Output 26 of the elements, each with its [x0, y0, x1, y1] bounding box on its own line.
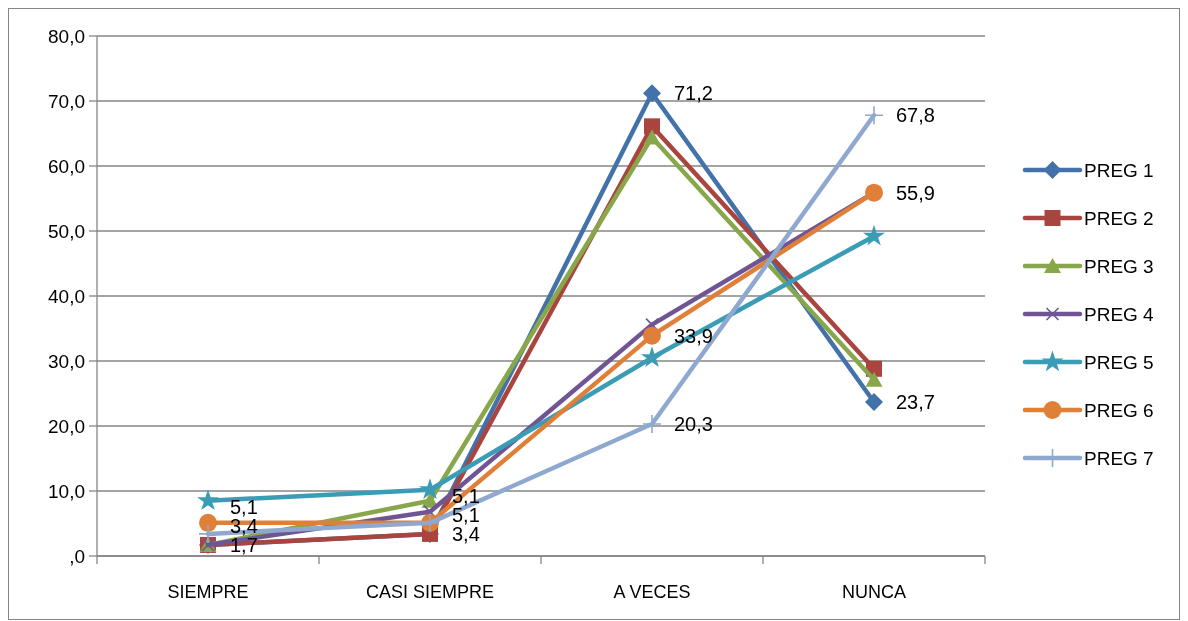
- y-tick-label: 20,0: [48, 415, 85, 437]
- x-tick-label: CASI SIEMPRE: [365, 582, 495, 602]
- y-tick-label: 70,0: [48, 90, 85, 112]
- legend-label: PREG 6: [1084, 399, 1154, 421]
- legend-label: PREG 5: [1084, 351, 1154, 373]
- x-tick-label: A VECES: [613, 582, 691, 602]
- y-tick-label: 40,0: [48, 285, 85, 307]
- legend-label: PREG 4: [1084, 303, 1155, 325]
- legend-label: PREG 3: [1084, 255, 1154, 277]
- y-tick-label: 60,0: [48, 155, 85, 177]
- y-tick-label: 10,0: [48, 480, 85, 502]
- x-tick-label: NUNCA: [841, 582, 907, 602]
- data-label: 20,3: [674, 413, 713, 436]
- data-label: 67,8: [896, 104, 935, 127]
- x-tick-label: SIEMPRE: [167, 582, 249, 602]
- legend-label: PREG 7: [1084, 447, 1154, 469]
- y-tick-label: 30,0: [48, 350, 85, 372]
- data-label: 71,2: [674, 82, 713, 105]
- data-label: 55,9: [896, 181, 935, 204]
- y-tick-label: 80,0: [48, 25, 85, 47]
- y-tick-label: 50,0: [48, 220, 85, 242]
- y-tick-label: ,0: [69, 545, 85, 567]
- legend-label: PREG 1: [1084, 159, 1154, 181]
- data-label: 23,7: [896, 390, 935, 413]
- data-label: 5,1: [230, 495, 258, 518]
- legend-label: PREG 2: [1084, 207, 1154, 229]
